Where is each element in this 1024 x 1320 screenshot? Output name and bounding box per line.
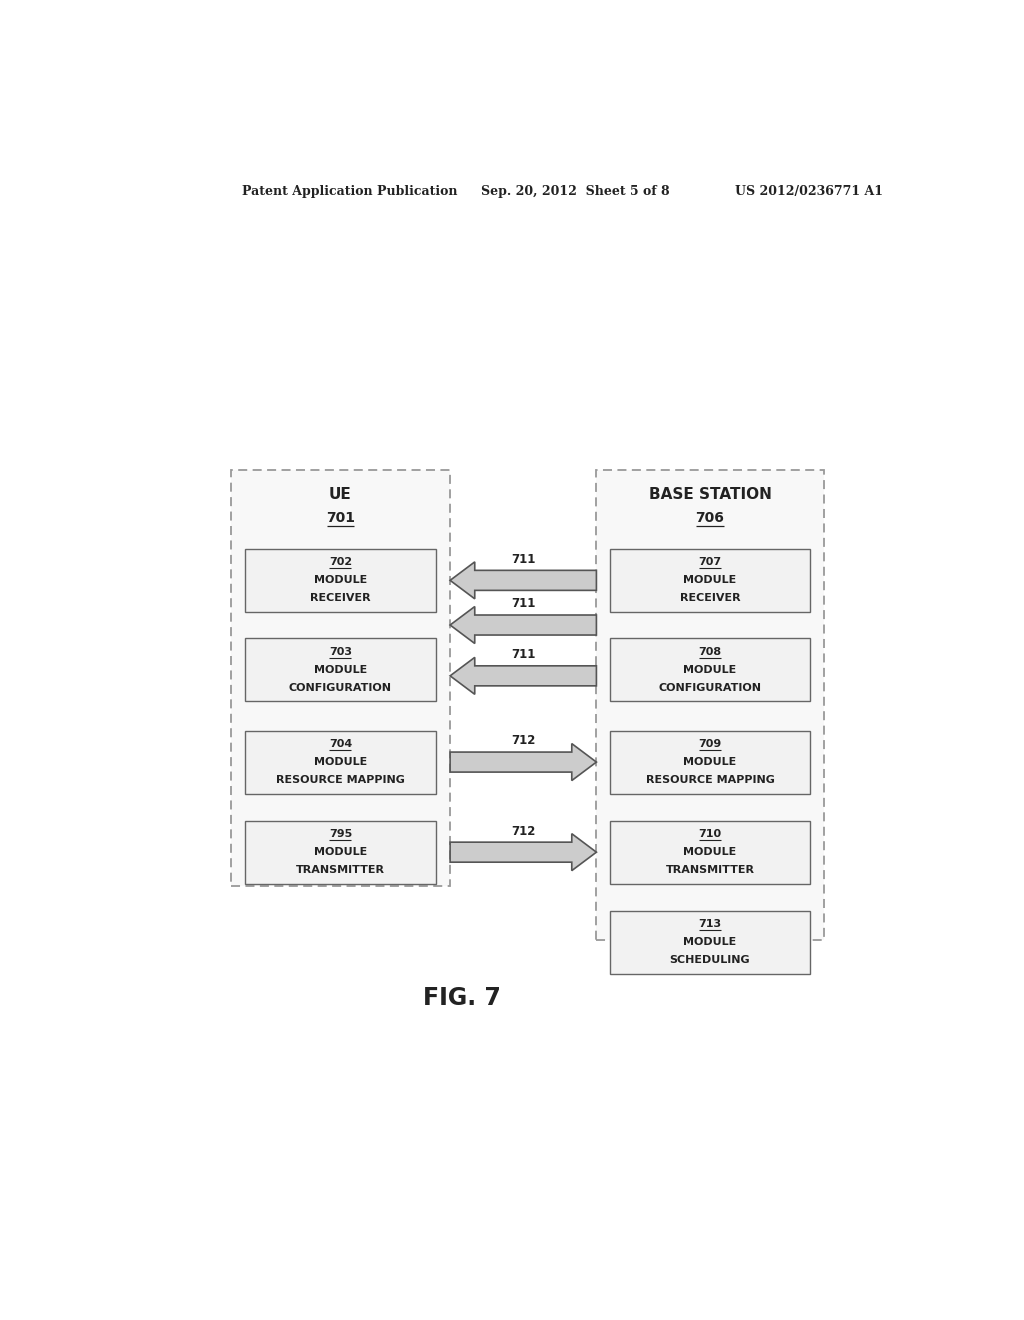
Text: 706: 706 (695, 511, 724, 525)
FancyBboxPatch shape (610, 911, 810, 974)
Text: 704: 704 (329, 739, 352, 748)
FancyBboxPatch shape (610, 730, 810, 793)
Text: RECEIVER: RECEIVER (310, 594, 371, 603)
Text: SCHEDULING: SCHEDULING (670, 956, 751, 965)
FancyBboxPatch shape (245, 821, 436, 884)
Text: MODULE: MODULE (683, 758, 736, 767)
FancyBboxPatch shape (230, 470, 451, 886)
Text: MODULE: MODULE (683, 576, 736, 585)
Text: 708: 708 (698, 647, 722, 656)
Polygon shape (451, 834, 596, 871)
FancyBboxPatch shape (245, 730, 436, 793)
Text: MODULE: MODULE (313, 758, 367, 767)
Text: TRANSMITTER: TRANSMITTER (666, 866, 755, 875)
Text: CONFIGURATION: CONFIGURATION (289, 682, 392, 693)
Text: 711: 711 (511, 648, 536, 661)
Text: MODULE: MODULE (683, 847, 736, 857)
FancyBboxPatch shape (596, 470, 823, 940)
Text: 709: 709 (698, 739, 722, 748)
Text: 707: 707 (698, 557, 722, 568)
Text: FIG. 7: FIG. 7 (423, 986, 501, 1010)
Text: US 2012/0236771 A1: US 2012/0236771 A1 (735, 185, 883, 198)
Text: MODULE: MODULE (683, 665, 736, 675)
Polygon shape (451, 743, 596, 780)
FancyBboxPatch shape (245, 549, 436, 612)
Text: Patent Application Publication: Patent Application Publication (243, 185, 458, 198)
Text: MODULE: MODULE (313, 665, 367, 675)
Text: MODULE: MODULE (313, 847, 367, 857)
Text: 703: 703 (329, 647, 352, 656)
Text: RESOURCE MAPPING: RESOURCE MAPPING (645, 775, 774, 785)
Text: BASE STATION: BASE STATION (648, 487, 771, 502)
FancyBboxPatch shape (610, 549, 810, 612)
Text: 713: 713 (698, 919, 722, 929)
Polygon shape (451, 657, 596, 694)
Text: 710: 710 (698, 829, 722, 840)
Text: TRANSMITTER: TRANSMITTER (296, 866, 385, 875)
Text: 702: 702 (329, 557, 352, 568)
Text: RECEIVER: RECEIVER (680, 594, 740, 603)
Text: UE: UE (329, 487, 352, 502)
Text: CONFIGURATION: CONFIGURATION (658, 682, 762, 693)
FancyBboxPatch shape (245, 638, 436, 701)
Text: Sep. 20, 2012  Sheet 5 of 8: Sep. 20, 2012 Sheet 5 of 8 (481, 185, 670, 198)
Text: MODULE: MODULE (313, 576, 367, 585)
Polygon shape (451, 562, 596, 599)
FancyBboxPatch shape (610, 638, 810, 701)
FancyBboxPatch shape (610, 821, 810, 884)
Text: RESOURCE MAPPING: RESOURCE MAPPING (275, 775, 404, 785)
Text: 711: 711 (511, 598, 536, 610)
Text: 712: 712 (511, 734, 536, 747)
Text: MODULE: MODULE (683, 937, 736, 948)
Text: 795: 795 (329, 829, 352, 840)
Text: 712: 712 (511, 825, 536, 838)
Text: 711: 711 (511, 553, 536, 566)
Polygon shape (451, 607, 596, 644)
Text: 701: 701 (326, 511, 355, 525)
